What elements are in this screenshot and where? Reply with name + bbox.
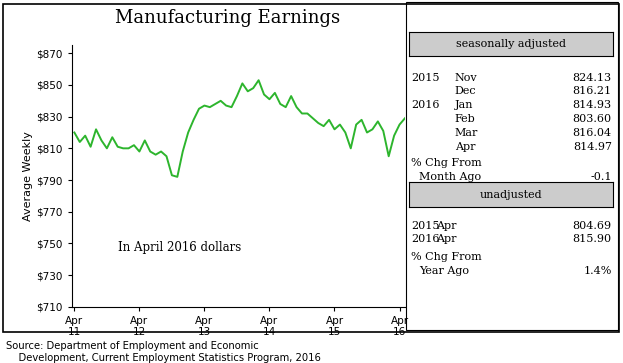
Text: Jan: Jan: [455, 100, 473, 110]
Text: Apr: Apr: [455, 142, 475, 152]
Y-axis label: Average Weekly: Average Weekly: [24, 131, 34, 221]
Text: Nov: Nov: [455, 73, 477, 83]
Text: Month Ago: Month Ago: [419, 172, 481, 182]
Text: 803.60: 803.60: [573, 114, 612, 124]
Text: seasonally adjusted: seasonally adjusted: [456, 39, 566, 49]
Text: % Chg From: % Chg From: [411, 252, 482, 262]
Text: unadjusted: unadjusted: [480, 189, 543, 200]
Text: 815.90: 815.90: [573, 234, 612, 244]
Text: -0.1: -0.1: [590, 172, 612, 182]
Text: 814.93: 814.93: [573, 100, 612, 110]
Text: Dec: Dec: [455, 86, 477, 97]
Text: Source: Department of Employment and Economic
    Development, Current Employmen: Source: Department of Employment and Eco…: [6, 341, 321, 363]
Text: 816.04: 816.04: [573, 128, 612, 138]
Text: Manufacturing Earnings: Manufacturing Earnings: [115, 9, 340, 27]
Text: % Chg From: % Chg From: [411, 158, 482, 168]
Text: 1.4%: 1.4%: [583, 266, 612, 276]
Text: 816.21: 816.21: [573, 86, 612, 97]
Text: Mar: Mar: [455, 128, 478, 138]
Text: Feb: Feb: [455, 114, 475, 124]
Text: 804.69: 804.69: [573, 221, 612, 232]
Text: 2016: 2016: [411, 100, 440, 110]
Text: Year Ago: Year Ago: [419, 266, 468, 276]
Text: 2016: 2016: [411, 234, 440, 244]
Text: Apr: Apr: [436, 221, 457, 232]
Text: In April 2016 dollars: In April 2016 dollars: [118, 241, 241, 254]
Text: 824.13: 824.13: [573, 73, 612, 83]
Text: Apr: Apr: [436, 234, 457, 244]
Text: 2015: 2015: [411, 73, 440, 83]
Text: 2015: 2015: [411, 221, 440, 232]
Text: 814.97: 814.97: [573, 142, 612, 152]
